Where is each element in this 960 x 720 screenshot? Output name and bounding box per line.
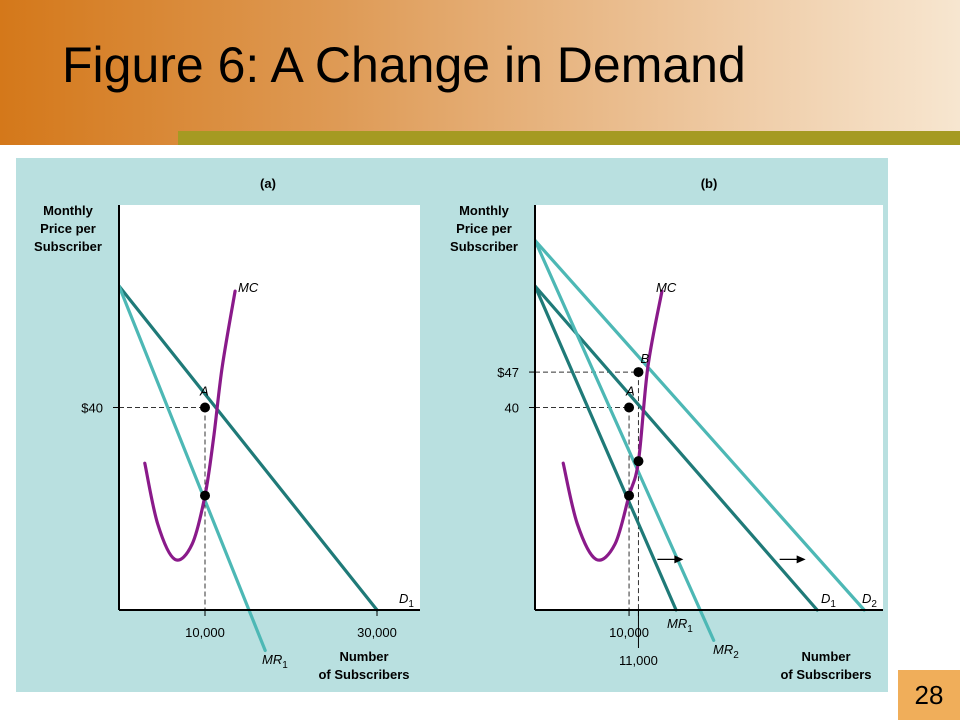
panel-b-curve-label: MC bbox=[656, 280, 677, 295]
panel-a-curve-label: D1 bbox=[399, 591, 414, 610]
panel-b-y-tick-label: $47 bbox=[497, 365, 519, 380]
panel-b-series-d1-line bbox=[535, 284, 819, 612]
panel-a-plot-area bbox=[119, 205, 420, 610]
panel-a-y-axis-label: Subscriber bbox=[34, 239, 102, 254]
panel-b-curve-label: MR2 bbox=[713, 642, 739, 661]
panel-b-shift-arrowhead bbox=[796, 555, 806, 564]
panel-b-series-mc-line bbox=[561, 289, 664, 562]
panel-b-point-label: A bbox=[625, 384, 635, 399]
panel-a-y-tick-label: $40 bbox=[81, 401, 103, 416]
panel-b-x-axis-label: of Subscribers bbox=[780, 667, 871, 682]
panel-b-y-tick-label: 40 bbox=[505, 401, 519, 416]
page-number: 28 bbox=[914, 680, 944, 710]
panel-b-x-axis-label: Number bbox=[801, 649, 850, 664]
panel-b-point-label: B bbox=[640, 351, 649, 366]
panel-a-curve-label: MC bbox=[238, 280, 259, 295]
panel-a-x-tick-label: 10,000 bbox=[185, 625, 225, 640]
title-background-band bbox=[0, 0, 960, 145]
panel-b-curve-label: D1 bbox=[821, 591, 836, 610]
panel-b-point-b bbox=[633, 367, 644, 378]
panel-a-series-mc-line bbox=[143, 289, 237, 562]
panel-b-y-axis-label: Monthly bbox=[459, 203, 510, 218]
panel-a-point bbox=[200, 490, 210, 501]
panel-a-point-a bbox=[200, 402, 210, 413]
panel-b-shift-arrowhead bbox=[674, 555, 684, 564]
panel-a-curve-label: MR1 bbox=[262, 652, 288, 671]
panel-b-series-d2-line bbox=[535, 238, 866, 612]
panel-a-y-axis-label: Price per bbox=[40, 221, 96, 236]
panel-b-series-mr1-line bbox=[535, 284, 678, 612]
page-number-box: 28 bbox=[898, 670, 960, 720]
panel-a-point-label: A bbox=[199, 384, 209, 399]
panel-b-point-a bbox=[624, 402, 635, 413]
slide-title: Figure 6: A Change in Demand bbox=[62, 37, 746, 93]
panel-b-curve-label: MR1 bbox=[667, 616, 693, 635]
panel-a-x-axis-label: Number bbox=[339, 649, 388, 664]
panel-b-point bbox=[624, 490, 635, 501]
panel-a-x-axis-label: of Subscribers bbox=[318, 667, 409, 682]
panel-b-x-tick-label: 11,000 bbox=[619, 653, 658, 668]
panel-a-series-mr1-line bbox=[119, 284, 267, 653]
title-accent-bar bbox=[178, 131, 960, 145]
panel-b-y-axis-label: Price per bbox=[456, 221, 512, 236]
panel-b-y-axis-label: Subscriber bbox=[450, 239, 518, 254]
panel-a-x-tick-label: 30,000 bbox=[357, 625, 397, 640]
panel-b-label: (b) bbox=[701, 176, 718, 191]
panel-b-point bbox=[633, 456, 644, 467]
panel-a-y-axis-label: Monthly bbox=[43, 203, 94, 218]
panel-a-series-d1-line bbox=[119, 284, 379, 612]
panel-a-label: (a) bbox=[260, 176, 276, 191]
figure-panel: (a) Monthly Price per Subscriber Number of Su… bbox=[16, 158, 888, 692]
panel-b-x-tick-label: 10,000 bbox=[609, 625, 649, 640]
panel-b-series-mr2-line bbox=[535, 238, 716, 642]
figure-svg: (a) Monthly Price per Subscriber Number of Su… bbox=[34, 176, 883, 682]
panel-b-curve-label: D2 bbox=[862, 591, 877, 610]
